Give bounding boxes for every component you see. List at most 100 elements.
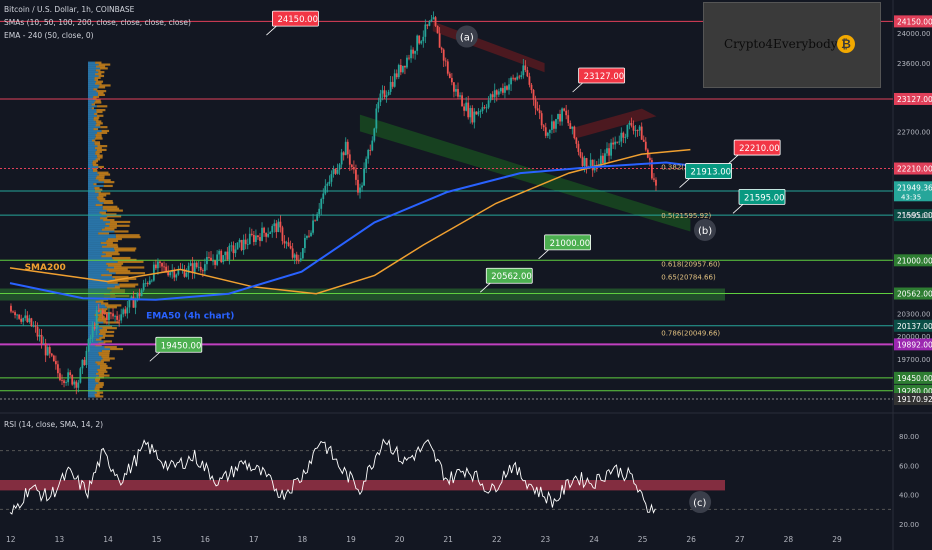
volume-bar-up (88, 103, 92, 106)
price-axis-tag-text: 22210.00 (897, 165, 932, 174)
volume-bar-up (88, 171, 98, 174)
volume-bar-up (88, 133, 96, 136)
volume-bar-up (88, 126, 101, 129)
candle-body (479, 111, 482, 112)
volume-bar-up (88, 177, 96, 180)
volume-bar-down (114, 230, 129, 233)
candle-body (95, 310, 98, 329)
candle-body (14, 312, 16, 316)
candle-body (636, 130, 639, 131)
volume-bar-up (88, 232, 99, 235)
volume-bar-up (88, 156, 98, 159)
volume-bar-up (88, 154, 97, 157)
candle-body (61, 380, 63, 381)
candle-body (93, 326, 96, 329)
volume-bar-up (88, 357, 103, 360)
level-callout-pointer (266, 25, 277, 36)
volume-bar-up (88, 72, 95, 76)
fib-level-label: 0.786(20049.66) (661, 329, 720, 337)
candle-body (532, 89, 535, 100)
candle-body (416, 35, 419, 51)
volume-bar-down (94, 188, 103, 191)
volume-bar-up (88, 353, 99, 356)
volume-bar-down (97, 363, 107, 366)
volume-bar-up (88, 116, 94, 119)
volume-bar-up (88, 91, 98, 95)
volume-bar-up (88, 349, 102, 353)
volume-bar-down (95, 124, 101, 127)
candle-body (91, 326, 94, 338)
volume-bar-up (88, 321, 104, 324)
price-axis-tag-text: 23127.00 (897, 95, 932, 104)
volume-bar-down (95, 82, 102, 85)
candle-body (57, 364, 59, 374)
candle-body (308, 235, 310, 237)
candle-body (506, 86, 508, 90)
candle-body (199, 266, 202, 271)
candle-body (450, 77, 453, 83)
volume-bar-down (102, 251, 119, 254)
volume-bar-up (88, 346, 105, 349)
candle-body (32, 325, 35, 327)
volume-bar-up (88, 146, 95, 150)
volume-bar-down (95, 152, 100, 155)
candle-body (373, 128, 376, 141)
price-axis-tag-text: 20137.00 (897, 322, 932, 331)
candle-body (544, 127, 547, 136)
volume-bar-up (88, 262, 107, 265)
candle-body (212, 260, 214, 262)
volume-bar-down (94, 313, 103, 316)
volume-bar-up (88, 247, 114, 250)
volume-bar-down (117, 260, 144, 263)
candle-body (161, 262, 163, 267)
candle-body (16, 314, 18, 316)
candle-body (140, 290, 143, 297)
volume-bar-down (94, 393, 100, 396)
volume-bar-up (88, 93, 99, 97)
price-axis-tag (894, 15, 932, 28)
volume-bar-down (94, 186, 100, 189)
volume-bar-up (88, 194, 99, 197)
volume-bar-up (88, 179, 99, 182)
volume-bar-down (106, 215, 122, 218)
candle-body (379, 93, 382, 103)
candle-body (148, 280, 151, 285)
level-callout-box (272, 10, 319, 27)
volume-bar-down (97, 310, 106, 313)
volume-bar-down (115, 236, 141, 239)
candle-body (363, 168, 365, 186)
volume-bar-down (98, 93, 105, 97)
candle-body (185, 272, 188, 277)
candle-body (154, 264, 157, 269)
volume-bar-up (88, 127, 94, 131)
current-price-text: 21949.36 (897, 183, 932, 192)
candle-body (281, 227, 284, 242)
candle-body (54, 361, 57, 365)
candle-body (602, 155, 604, 164)
candle-body (393, 73, 396, 87)
candle-body (599, 155, 602, 165)
volume-bar-up (88, 61, 96, 64)
volume-bar-up (88, 109, 97, 112)
volume-bar-up (88, 245, 102, 248)
volume-bar-up (88, 230, 115, 233)
volume-bar-up (88, 275, 113, 279)
candle-body (136, 292, 139, 300)
candle-body (469, 108, 472, 118)
candle-body (634, 130, 637, 131)
candle-body (365, 158, 368, 169)
candle-body (83, 359, 86, 366)
candle-body (320, 199, 323, 209)
price-axis-tag-text: 21000.00 (897, 256, 932, 265)
volume-bar-down (107, 281, 118, 284)
candle-body (422, 36, 425, 42)
volume-bar-up (88, 200, 100, 203)
candle-body (610, 142, 612, 156)
volume-bar-up (88, 63, 99, 66)
volume-bar-down (109, 279, 129, 282)
candle-body (195, 262, 198, 268)
volume-bar-up (88, 201, 104, 205)
volume-bar-up (88, 359, 101, 362)
price-axis-tag (894, 287, 932, 300)
